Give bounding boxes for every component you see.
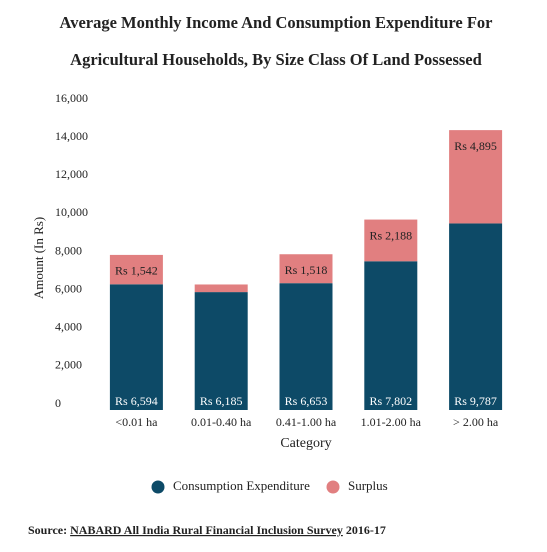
x-tick-label: 1.01-2.00 ha — [361, 415, 422, 429]
bar-segment — [109, 284, 163, 410]
y-tick-label: 14,000 — [55, 129, 88, 143]
bar-segment — [194, 292, 248, 410]
y-tick-label: 10,000 — [55, 205, 88, 219]
x-axis-title: Category — [280, 436, 331, 451]
data-label: Rs 1,542 — [115, 264, 158, 278]
x-tick-label: 0.01-0.40 ha — [191, 415, 252, 429]
bar-segment — [449, 130, 503, 224]
data-label: Rs 9,787 — [454, 394, 497, 408]
legend-marker — [151, 480, 165, 494]
data-label: Rs 6,653 — [285, 394, 328, 408]
legend-label: Surplus — [348, 478, 388, 493]
source-link[interactable]: NABARD All India Rural Financial Inclusi… — [70, 523, 343, 537]
y-tick-label: 16,000 — [55, 91, 88, 105]
data-label: Rs 6,185 — [200, 394, 243, 408]
x-tick-label: 0.41-1.00 ha — [276, 415, 337, 429]
y-tick-label: 6,000 — [55, 281, 82, 295]
data-label: Rs 4,895 — [454, 139, 497, 153]
legend-label: Consumption Expenditure — [173, 478, 310, 493]
y-tick-label: 0 — [55, 396, 61, 410]
y-tick-label: 4,000 — [55, 320, 82, 334]
x-tick-label: > 2.00 ha — [453, 415, 499, 429]
chart-title: Agricultural Households, By Size Class O… — [70, 50, 482, 69]
data-label: Rs 7,802 — [369, 394, 412, 408]
source-year: 2016-17 — [346, 523, 386, 537]
y-axis-title: Amount (In Rs) — [31, 217, 46, 299]
bar-segment — [364, 261, 418, 410]
y-tick-label: 2,000 — [55, 358, 82, 372]
data-label: Rs 2,188 — [369, 228, 412, 242]
y-tick-label: 12,000 — [55, 167, 88, 181]
chart-title: Average Monthly Income And Consumption E… — [60, 13, 493, 32]
bar-segment — [109, 254, 163, 285]
data-label: Rs 1,518 — [285, 263, 328, 277]
data-label: Rs 6,594 — [115, 394, 158, 408]
bar-segment — [279, 283, 333, 410]
bar-segment — [194, 284, 248, 293]
y-tick-label: 8,000 — [55, 243, 82, 257]
source-label: Source: — [28, 523, 67, 537]
x-tick-label: <0.01 ha — [115, 415, 158, 429]
bar-segment — [449, 223, 503, 410]
source: Source: NABARD All India Rural Financial… — [28, 523, 386, 537]
bar-segment — [279, 254, 333, 284]
bar-segment — [364, 219, 418, 262]
legend-marker — [326, 480, 340, 494]
